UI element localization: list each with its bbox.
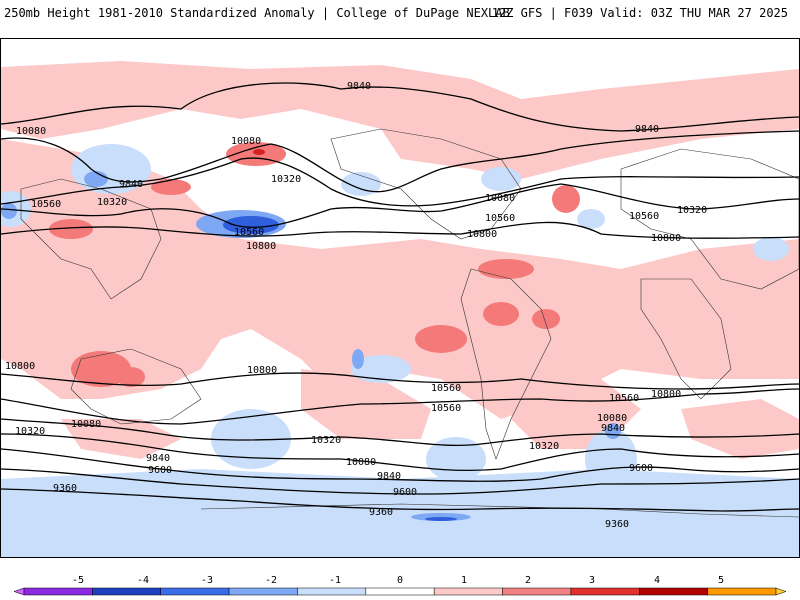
colorbar-segment — [707, 587, 777, 596]
colorbar-segment — [570, 587, 640, 596]
contour-label: 10800 — [651, 233, 681, 244]
positive-anomaly-shading — [1, 61, 799, 459]
contour-label: 10560 — [431, 383, 461, 394]
contour-label: 10560 — [431, 403, 461, 414]
colorbar-segment — [365, 587, 435, 596]
contour-label: 9600 — [393, 487, 417, 498]
colorbar-segment — [92, 587, 161, 596]
colorbar-tick-label: -4 — [137, 575, 149, 586]
model-run-info: 12Z GFS | F039 Valid: 03Z THU MAR 27 202… — [491, 6, 788, 20]
colorbar: -5 -4 -3 -2 -1 0 1 2 3 4 5 — [13, 575, 787, 596]
contour-label: 9360 — [605, 519, 629, 530]
contour-label: 10320 — [677, 205, 707, 216]
contour-labels: 9840 10080 9840 10320 10560 10080 10560 … — [5, 81, 707, 530]
height-contours — [1, 82, 799, 512]
contour-label: 9840 — [119, 179, 143, 190]
colorbar-segment — [502, 587, 572, 596]
contour-label: 10800 — [247, 365, 277, 376]
colorbar-tick-label: 4 — [654, 575, 660, 586]
contour-label: 10320 — [271, 174, 301, 185]
contour-label: 10080 — [71, 419, 101, 430]
colorbar-segment — [228, 587, 298, 596]
contour-label: 10320 — [15, 426, 45, 437]
contour-label: 10560 — [31, 199, 61, 210]
contour-label: 9840 — [347, 81, 371, 92]
contour-label: 9840 — [601, 423, 625, 434]
contour-label: 10560 — [609, 393, 639, 404]
colorbar-tick-label: 3 — [589, 575, 595, 586]
contour-label: 9840 — [146, 453, 170, 464]
contour-label: 9600 — [148, 465, 172, 476]
contour-label: 10080 — [346, 457, 376, 468]
colorbar-segments — [13, 587, 787, 596]
contour-label: 10560 — [485, 213, 515, 224]
colorbar-max-arrow — [775, 587, 787, 596]
colorbar-segment — [23, 587, 93, 596]
contour-label: 10560 — [234, 227, 264, 238]
contour-label: 10800 — [651, 389, 681, 400]
colorbar-segment — [433, 587, 503, 596]
contour-label: 10080 — [16, 126, 46, 137]
colorbar-tick-label: 5 — [718, 575, 724, 586]
contour-label: 9840 — [377, 471, 401, 482]
contour-label: 10800 — [467, 229, 497, 240]
contour-label: 10080 — [597, 413, 627, 424]
colorbar-segment — [297, 587, 367, 596]
contour-label: 10080 — [231, 136, 261, 147]
contour-label: 10800 — [5, 361, 35, 372]
contour-label: 10320 — [97, 197, 127, 208]
negative-anomaly-shading — [1, 144, 799, 557]
colorbar-tick-label: -2 — [265, 575, 277, 586]
moderate-positive-anomaly — [49, 142, 580, 387]
colorbar-segment — [160, 587, 230, 596]
colorbar-tick-label: 2 — [525, 575, 531, 586]
anomaly-map: 9840 10080 9840 10320 10560 10080 10560 … — [0, 38, 800, 558]
colorbar-ticks: -5 -4 -3 -2 -1 0 1 2 3 4 5 — [72, 575, 724, 586]
contour-label: 10080 — [485, 193, 515, 204]
map-canvas: 9840 10080 9840 10320 10560 10080 10560 … — [1, 61, 799, 557]
colorbar-tick-label: -1 — [329, 575, 341, 586]
contour-label: 10320 — [529, 441, 559, 452]
contour-label: 10560 — [629, 211, 659, 222]
contour-label: 9360 — [369, 507, 393, 518]
contour-label: 9360 — [53, 483, 77, 494]
colorbar-tick-label: 1 — [461, 575, 467, 586]
strong-negative-anomaly — [223, 216, 457, 521]
contour-label: 10320 — [311, 435, 341, 446]
colorbar-tick-label: 0 — [397, 575, 403, 586]
colorbar-segment — [639, 587, 708, 596]
colorbar-min-arrow — [13, 587, 25, 596]
strong-positive-anomaly — [253, 149, 265, 155]
colorbar-tick-label: -3 — [201, 575, 213, 586]
map-title: 250mb Height 1981-2010 Standardized Anom… — [4, 6, 510, 20]
colorbar-tick-label: -5 — [72, 575, 84, 586]
contour-label: 9840 — [635, 124, 659, 135]
contour-label: 9600 — [629, 463, 653, 474]
contour-label: 10800 — [246, 241, 276, 252]
